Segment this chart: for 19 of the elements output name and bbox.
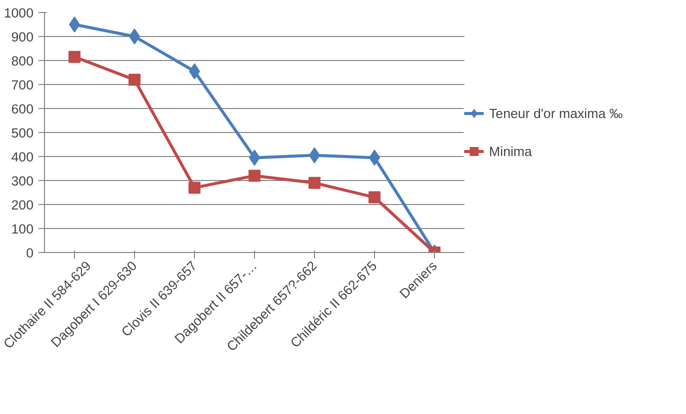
y-tick-label: 200 [11, 198, 34, 212]
y-tick-label: 400 [11, 150, 34, 164]
point [308, 176, 320, 189]
y-tick-label: 800 [11, 54, 34, 68]
point [188, 182, 200, 194]
y-tick-label: 700 [11, 78, 34, 92]
y-tick-label: 500 [11, 126, 34, 140]
point [68, 50, 80, 63]
legend-label: Teneur d'or maxima ‰ [489, 106, 623, 120]
legend-label: Minima [489, 144, 532, 158]
y-tick-label: 300 [11, 174, 34, 188]
y-tick-label: 1000 [4, 6, 34, 20]
point [128, 74, 140, 86]
point [248, 170, 260, 182]
y-tick-label: 0 [26, 246, 34, 260]
point [368, 191, 380, 204]
y-tick-label: 900 [11, 30, 34, 44]
y-tick-label: 600 [11, 102, 34, 116]
y-tick-label: 100 [11, 222, 34, 236]
